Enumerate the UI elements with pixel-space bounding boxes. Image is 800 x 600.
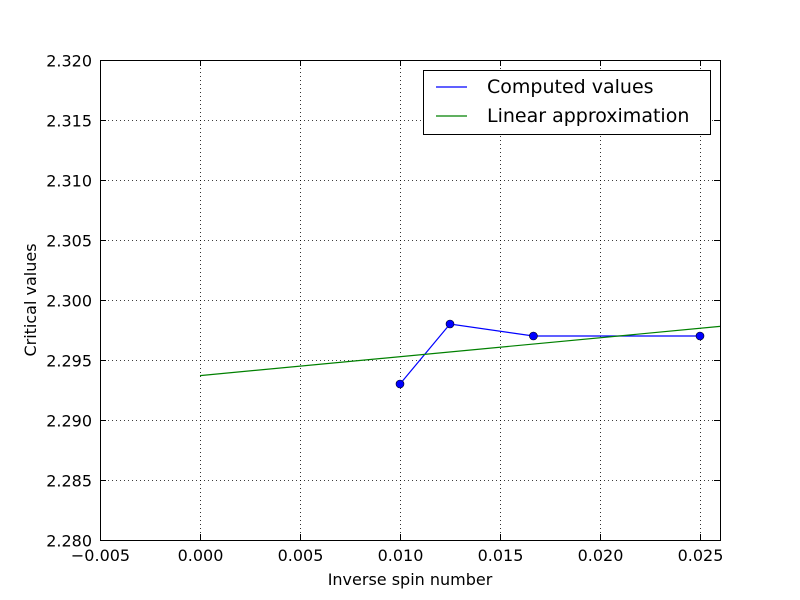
x-axis-label: Inverse spin number — [328, 570, 493, 589]
y-tick-label: 2.300 — [46, 292, 92, 311]
x-tick-label: 0.010 — [378, 546, 424, 565]
linear-approximation-line — [199, 325, 720, 377]
y-tick-label: 2.285 — [46, 472, 92, 491]
x-tick-label: 0.015 — [478, 546, 524, 565]
legend-label-computed-values: Computed values — [487, 76, 654, 98]
y-tick-label: 2.305 — [46, 232, 92, 251]
axis-ticks: −0.005 0.000 0.005 0.010 0.015 0.020 0.025 2.28… — [46, 52, 723, 566]
y-tick-label: 2.295 — [46, 352, 92, 371]
plot-series — [199, 319, 720, 389]
x-tick-label: 0.000 — [178, 546, 224, 565]
y-tick-label: 2.290 — [46, 412, 92, 431]
computed-values-point — [529, 331, 538, 341]
y-tick-label: 2.320 — [46, 52, 92, 71]
y-axis-label: Critical values — [21, 243, 40, 356]
y-tick-label: 2.310 — [46, 172, 92, 191]
y-tick-label: 2.280 — [46, 532, 92, 551]
legend: Computed values Linear approximation — [423, 70, 711, 135]
x-tick-label: 0.005 — [278, 546, 324, 565]
computed-values-point — [395, 379, 405, 389]
legend-label-linear-approximation: Linear approximation — [487, 105, 689, 127]
x-tick-label: −0.005 — [71, 546, 130, 565]
computed-values-point — [445, 319, 455, 329]
y-tick-label: 2.315 — [46, 112, 92, 131]
legend-box — [423, 70, 711, 135]
x-tick-label: 0.020 — [578, 546, 624, 565]
computed-values-point — [695, 331, 705, 341]
x-tick-label: 0.025 — [678, 546, 724, 565]
